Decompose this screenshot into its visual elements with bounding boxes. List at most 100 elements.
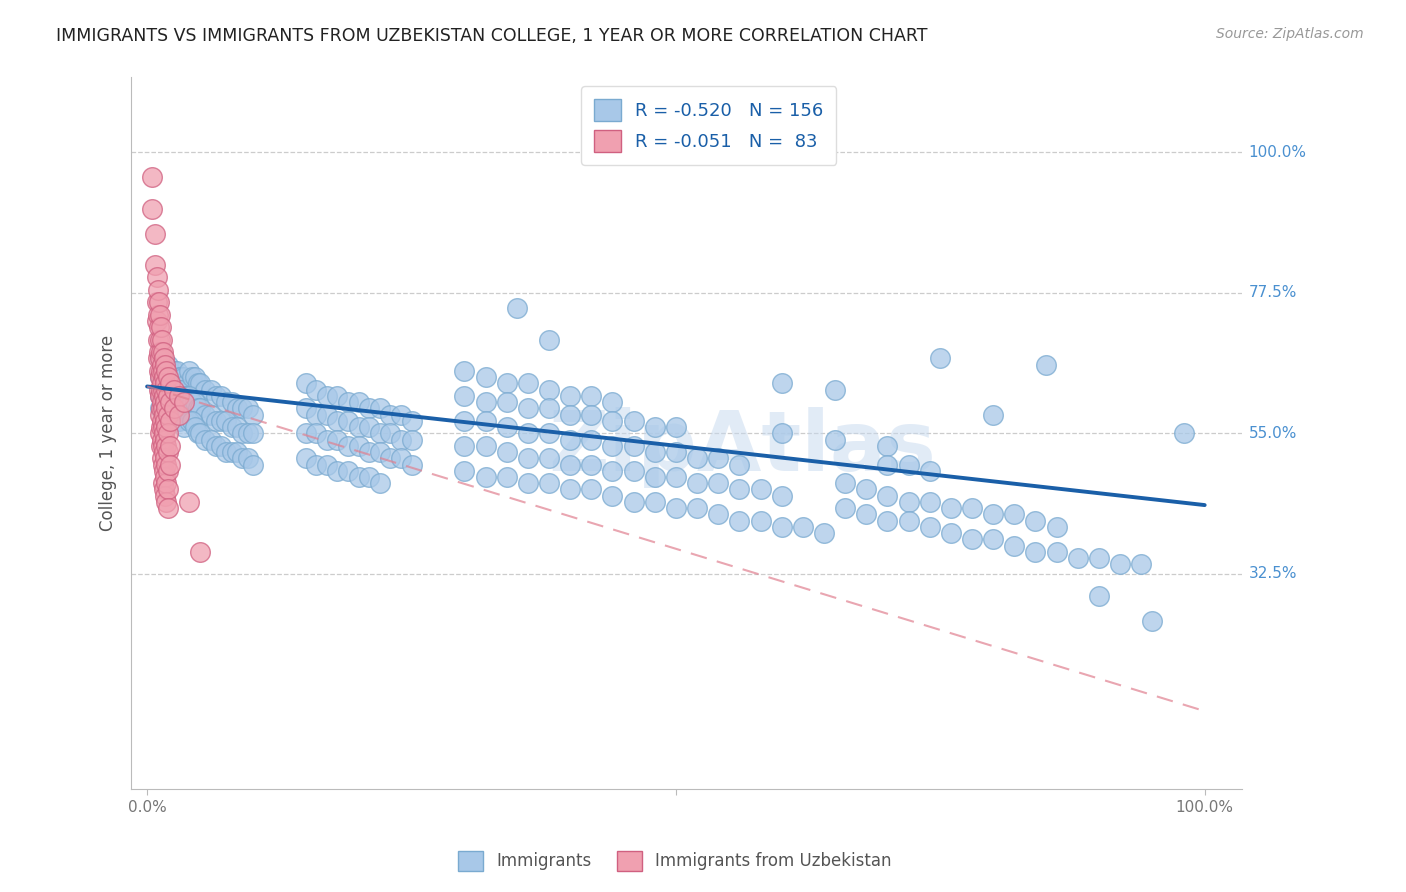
Point xyxy=(167,383,190,397)
Point xyxy=(347,420,370,434)
Y-axis label: College, 1 year or more: College, 1 year or more xyxy=(100,335,117,532)
Point xyxy=(153,426,176,441)
Point xyxy=(180,395,202,409)
Point xyxy=(153,351,176,366)
Point xyxy=(770,376,793,391)
Point xyxy=(187,426,209,441)
Point xyxy=(537,451,560,466)
Point xyxy=(155,408,177,422)
Point xyxy=(167,370,190,384)
Point xyxy=(1088,589,1111,603)
Point xyxy=(205,389,228,403)
Point xyxy=(707,476,730,491)
Point xyxy=(749,483,772,497)
Point xyxy=(149,333,172,347)
Point xyxy=(294,376,316,391)
Point xyxy=(179,389,201,403)
Point xyxy=(516,426,538,441)
Point xyxy=(152,383,174,397)
Point xyxy=(495,420,517,434)
Point xyxy=(152,364,174,378)
Point xyxy=(176,389,198,403)
Legend: R = -0.520   N = 156, R = -0.051   N =  83: R = -0.520 N = 156, R = -0.051 N = 83 xyxy=(581,87,837,165)
Point xyxy=(149,345,172,359)
Point xyxy=(876,514,898,528)
Point xyxy=(813,526,835,541)
Point xyxy=(294,401,316,416)
Point xyxy=(157,445,180,459)
Point xyxy=(162,414,184,428)
Point xyxy=(506,301,529,316)
Point xyxy=(359,401,381,416)
Point xyxy=(170,370,193,384)
Text: Source: ZipAtlas.com: Source: ZipAtlas.com xyxy=(1216,27,1364,41)
Point xyxy=(141,202,163,216)
Point xyxy=(180,414,202,428)
Point xyxy=(1035,358,1057,372)
Point xyxy=(149,389,172,403)
Point xyxy=(194,408,217,422)
Point xyxy=(389,408,412,422)
Point xyxy=(305,383,328,397)
Point xyxy=(824,383,846,397)
Point xyxy=(686,476,709,491)
Point xyxy=(686,451,709,466)
Point xyxy=(155,495,177,509)
Point xyxy=(644,420,666,434)
Point xyxy=(581,458,603,472)
Point xyxy=(153,433,176,447)
Point xyxy=(157,408,180,422)
Point xyxy=(170,383,193,397)
Point xyxy=(170,401,193,416)
Point xyxy=(560,458,582,472)
Point xyxy=(453,439,475,453)
Point xyxy=(153,370,176,384)
Point xyxy=(1173,426,1195,441)
Point xyxy=(231,426,253,441)
Point xyxy=(537,426,560,441)
Point xyxy=(146,308,169,322)
Point xyxy=(166,383,188,397)
Point xyxy=(1130,558,1153,572)
Point xyxy=(876,489,898,503)
Point xyxy=(623,414,645,428)
Point xyxy=(215,395,238,409)
Point xyxy=(1109,558,1132,572)
Point xyxy=(173,420,195,434)
Point xyxy=(1046,545,1069,559)
Point xyxy=(368,445,391,459)
Point xyxy=(359,445,381,459)
Point xyxy=(149,351,172,366)
Point xyxy=(728,458,751,472)
Text: 32.5%: 32.5% xyxy=(1249,566,1298,582)
Point xyxy=(157,501,180,516)
Point xyxy=(516,476,538,491)
Point xyxy=(153,483,176,497)
Point xyxy=(157,376,180,391)
Point xyxy=(380,426,402,441)
Point xyxy=(602,464,624,478)
Point xyxy=(167,395,190,409)
Point xyxy=(152,345,174,359)
Point xyxy=(173,389,195,403)
Point xyxy=(516,401,538,416)
Point xyxy=(380,408,402,422)
Point xyxy=(453,389,475,403)
Point xyxy=(149,439,172,453)
Point xyxy=(221,445,243,459)
Point xyxy=(146,333,169,347)
Point xyxy=(143,227,166,241)
Point xyxy=(897,458,920,472)
Point xyxy=(644,470,666,484)
Point xyxy=(1024,514,1046,528)
Point xyxy=(226,420,249,434)
Point xyxy=(152,476,174,491)
Point xyxy=(149,364,172,378)
Point xyxy=(215,414,238,428)
Point xyxy=(166,364,188,378)
Point xyxy=(152,458,174,472)
Point xyxy=(157,408,180,422)
Point xyxy=(153,358,176,372)
Text: 100.0%: 100.0% xyxy=(1249,145,1306,160)
Point xyxy=(150,376,173,391)
